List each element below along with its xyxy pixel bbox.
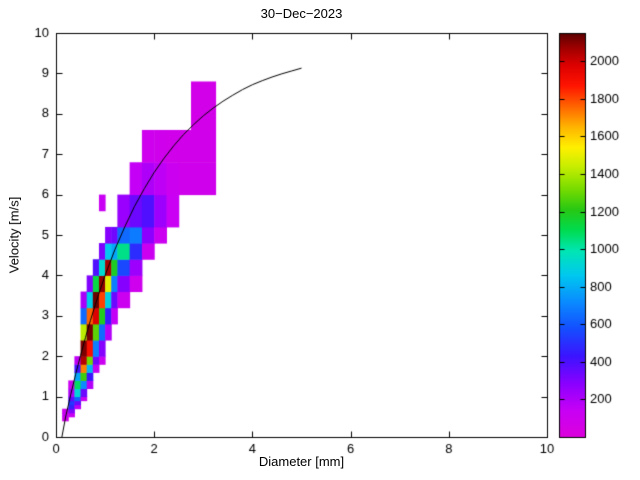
- heatmap-plot-area: [0, 0, 555, 480]
- plot-title: 30−Dec−2023: [260, 6, 343, 21]
- x-axis-label: Diameter [mm]: [258, 454, 345, 469]
- colorbar: [555, 0, 640, 480]
- y-axis-label: Velocity [m/s]: [6, 196, 22, 274]
